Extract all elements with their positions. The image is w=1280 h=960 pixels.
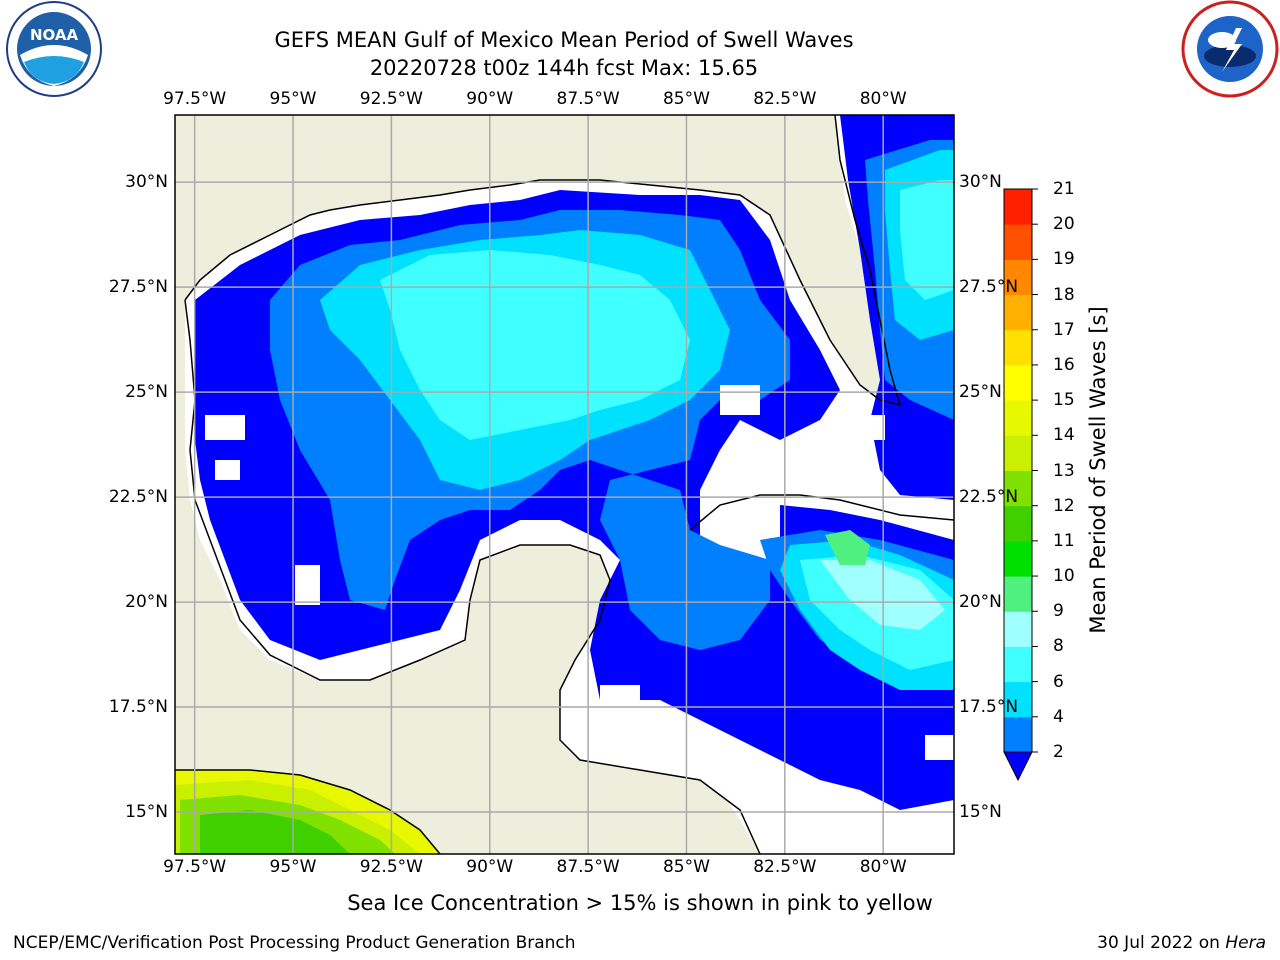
pacific-field-4 (200, 810, 350, 854)
missing-patch (215, 460, 240, 480)
lon-label: 97.5°W (163, 89, 227, 109)
colorbar (1003, 188, 1038, 782)
colorbar-segment (1004, 505, 1032, 542)
lon-label: 95°W (269, 89, 317, 109)
colorbar-segment (1004, 576, 1032, 612)
missing-patch (925, 735, 954, 760)
lat-label: 22.5°N (959, 487, 1019, 508)
lat-label: 27.5°N (959, 277, 1019, 298)
lat-label: 25°N (125, 382, 168, 403)
colorbar-tick-label: 2 (1053, 742, 1064, 762)
missing-patch (835, 415, 885, 440)
colorbar-segment (1004, 189, 1032, 225)
missing-patch (600, 685, 640, 715)
lon-label: 97.5°W (163, 857, 227, 877)
lat-label: 25°N (959, 382, 1002, 403)
lon-label: 85°W (662, 89, 710, 109)
lat-label: 15°N (125, 802, 168, 822)
lat-label: 20°N (959, 592, 1002, 613)
lon-label: 92.5°W (359, 89, 423, 109)
colorbar-segment (1004, 470, 1032, 507)
colorbar-tick-label: 19 (1053, 249, 1075, 270)
colorbar-tick-label: 16 (1053, 354, 1075, 375)
colorbar-segment (1004, 435, 1032, 471)
colorbar-segment (1004, 400, 1032, 436)
footer-branch: NCEP/EMC/Verification Post Processing Pr… (13, 933, 576, 953)
missing-patch (295, 565, 320, 605)
colorbar-tick-label: 8 (1053, 636, 1064, 657)
colorbar-tick-label: 21 (1053, 179, 1075, 199)
footer-machine: Hera (1225, 933, 1266, 953)
lat-label: 30°N (959, 172, 1002, 193)
colorbar-tick-label: 13 (1053, 460, 1075, 481)
colorbar-tick-label: 20 (1053, 214, 1075, 235)
lon-label: 92.5°W (359, 857, 423, 877)
lon-label: 82.5°W (753, 89, 817, 109)
lat-label: 17.5°N (108, 697, 168, 718)
colorbar-segment (1004, 294, 1032, 331)
lat-label: 15°N (959, 802, 1002, 822)
colorbar-tick-label: 17 (1053, 319, 1075, 340)
colorbar-segment (1004, 540, 1032, 577)
lon-label: 90°W (466, 857, 514, 877)
lat-label: 27.5°N (108, 277, 168, 298)
colorbar-label: Mean Period of Swell Waves [s] (1086, 306, 1110, 634)
lat-label: 20°N (125, 592, 168, 613)
map-frame (174, 114, 955, 855)
colorbar-under-extension (1003, 751, 1033, 782)
lat-label: 22.5°N (108, 487, 168, 508)
colorbar-tick-label: 14 (1053, 425, 1075, 446)
footer-date: 30 Jul 2022 on Hera (1097, 933, 1266, 953)
colorbar-tick-label: 11 (1053, 530, 1075, 551)
colorbar-tick-label: 15 (1053, 390, 1075, 411)
lat-label: 30°N (125, 172, 168, 193)
nws-logo (1181, 0, 1279, 98)
lon-label: 95°W (269, 857, 317, 877)
colorbar-segment (1004, 259, 1032, 296)
colorbar-tick-label: 4 (1053, 706, 1064, 727)
colorbar-tick-label: 10 (1053, 566, 1075, 587)
chart-subtitle: 20220728 t00z 144h fcst Max: 15.65 (369, 56, 759, 80)
swell-9-10-carib (825, 530, 870, 565)
colorbar-tick-label: 9 (1053, 601, 1064, 622)
lon-label: 80°W (859, 857, 907, 877)
colorbar-segment (1004, 224, 1032, 260)
lat-label: 17.5°N (959, 697, 1019, 718)
missing-patch (205, 415, 245, 440)
lon-label: 87.5°W (556, 89, 620, 109)
colorbar-tick-label: 18 (1053, 284, 1075, 305)
colorbar-segment (1004, 329, 1032, 366)
gridlines (175, 115, 954, 854)
colorbar-segment (1004, 646, 1032, 683)
colorbar-segment (1004, 611, 1032, 647)
lon-label: 90°W (466, 89, 514, 109)
svg-text:NOAA: NOAA (30, 26, 79, 44)
swell-6-8-atl (900, 180, 954, 300)
colorbar-segment (1004, 716, 1032, 753)
lon-label: 80°W (859, 89, 907, 109)
lon-label: 82.5°W (753, 857, 817, 877)
sea-ice-note: Sea Ice Concentration > 15% is shown in … (347, 891, 933, 915)
lon-label: 85°W (662, 857, 710, 877)
noaa-logo: NOAA (6, 1, 102, 97)
missing-patch (720, 385, 760, 415)
colorbar-segment (1004, 364, 1032, 401)
colorbar-tick-label: 12 (1053, 495, 1075, 516)
footer-date-text: 30 Jul 2022 on (1097, 933, 1220, 953)
colorbar-tick-label: 6 (1053, 671, 1064, 692)
lon-label: 87.5°W (556, 857, 620, 877)
colorbar-segment (1004, 681, 1032, 718)
coastline (175, 115, 954, 854)
chart-title: GEFS MEAN Gulf of Mexico Mean Period of … (274, 28, 854, 52)
